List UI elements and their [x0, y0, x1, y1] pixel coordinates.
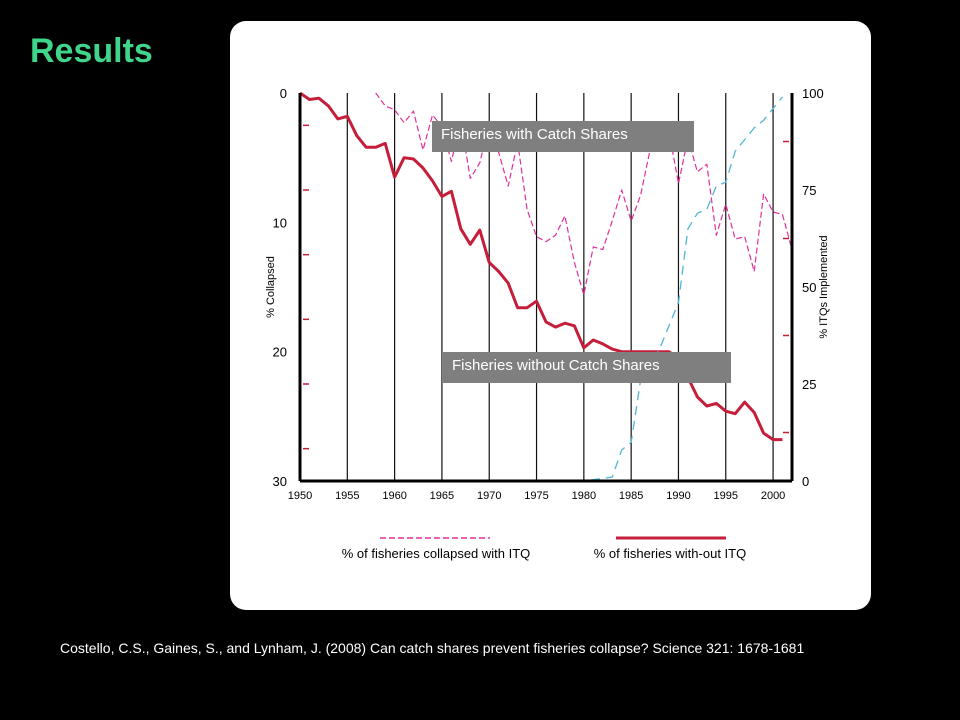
vertical-grid — [299, 93, 774, 481]
y-right-tick-label-100: 100 — [802, 86, 824, 101]
x-tick-label-1980: 1980 — [572, 490, 596, 502]
callout-without-catch-shares: Fisheries without Catch Shares — [443, 352, 731, 383]
series-line-1 — [299, 91, 783, 442]
x-tick-label-1965: 1965 — [430, 490, 454, 502]
x-tick-label-1950: 1950 — [288, 490, 312, 502]
x-tick-label-1990: 1990 — [666, 490, 690, 502]
legend: % of fisheries collapsed with ITQ % of fi… — [342, 536, 746, 561]
x-tick-label-1970: 1970 — [477, 490, 501, 502]
legend-label-without-itq: % of fisheries with-out ITQ — [594, 546, 746, 561]
y-right-tick-label-0: 0 — [802, 474, 809, 489]
y-left-tick-label-0: 0 — [280, 86, 287, 101]
x-tick-label-1985: 1985 — [619, 490, 643, 502]
axis-ticks — [303, 124, 789, 450]
x-tick-label-1955: 1955 — [335, 490, 359, 502]
series-line-2 — [546, 96, 784, 482]
series-line-0 — [375, 92, 793, 296]
citation: Costello, C.S., Gaines, S., and Lynham, … — [60, 640, 805, 656]
y-right-tick-label-75: 75 — [802, 183, 816, 198]
tick-labels: 1950 1955 1960 1965 1970 1975 1980 1985 1990 1995… — [265, 86, 830, 502]
y-right-axis-label: % ITQs Implemented — [818, 235, 830, 338]
slide-title: Results — [30, 32, 153, 70]
x-tick-label-1995: 1995 — [714, 490, 738, 502]
y-right-tick-label-25: 25 — [802, 377, 816, 392]
chart: 1950 1955 1960 1965 1970 1975 1980 1985 1990 1995… — [265, 86, 830, 561]
series-lines — [299, 91, 793, 482]
axes — [298, 93, 794, 483]
y-left-tick-label-20: 20 — [273, 345, 287, 360]
y-left-tick-label-10: 10 — [273, 215, 287, 230]
x-tick-label-1960: 1960 — [382, 490, 406, 502]
figure-panel: 1950 1955 1960 1965 1970 1975 1980 1985 1990 1995… — [230, 21, 871, 610]
y-left-tick-label-30: 30 — [273, 474, 287, 489]
x-tick-label-1975: 1975 — [524, 490, 548, 502]
legend-label-collapsed-with-itq: % of fisheries collapsed with ITQ — [342, 546, 531, 561]
y-right-tick-label-50: 50 — [802, 280, 816, 295]
y-left-axis-label: % Collapsed — [265, 256, 277, 318]
x-tick-label-2000: 2000 — [761, 490, 785, 502]
callout-with-catch-shares: Fisheries with Catch Shares — [432, 121, 694, 152]
